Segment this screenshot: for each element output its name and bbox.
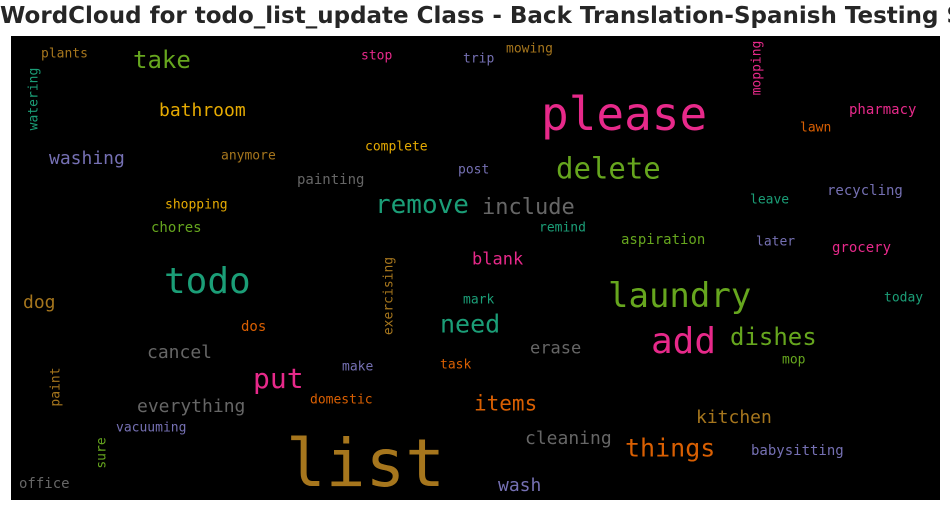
- word-paint: paint: [48, 367, 64, 407]
- word-everything: everything: [137, 396, 246, 417]
- word-wash: wash: [498, 475, 542, 496]
- word-please: please: [541, 87, 708, 141]
- word-items: items: [474, 391, 538, 416]
- word-pharmacy: pharmacy: [849, 102, 917, 118]
- word-make: make: [342, 359, 374, 375]
- word-task: task: [440, 357, 472, 373]
- word-dos: dos: [241, 319, 267, 335]
- word-include: include: [482, 195, 575, 220]
- word-list: list: [286, 425, 445, 500]
- word-sure: sure: [94, 437, 110, 469]
- word-add: add: [651, 321, 717, 362]
- word-domestic: domestic: [310, 392, 373, 408]
- word-dishes: dishes: [730, 323, 817, 351]
- word-remove: remove: [375, 190, 469, 220]
- word-exercising: exercising: [381, 256, 397, 336]
- word-shopping: shopping: [165, 197, 228, 213]
- word-mop: mop: [782, 352, 806, 368]
- word-kitchen: kitchen: [696, 407, 772, 428]
- word-remind: remind: [539, 220, 586, 236]
- word-office: office: [19, 476, 70, 492]
- word-washing: washing: [49, 148, 125, 169]
- word-trip: trip: [463, 51, 495, 67]
- word-cleaning: cleaning: [525, 428, 612, 449]
- word-todo: todo: [164, 261, 251, 302]
- word-delete: delete: [556, 151, 661, 186]
- word-bathroom: bathroom: [159, 100, 246, 121]
- word-take: take: [133, 46, 191, 74]
- word-dog: dog: [23, 292, 56, 313]
- word-today: today: [884, 290, 924, 306]
- word-mopping: mopping: [749, 40, 765, 96]
- word-erase: erase: [530, 338, 582, 359]
- word-babysitting: babysitting: [751, 443, 844, 459]
- chart-title: WordCloud for todo_list_update Class - B…: [0, 3, 950, 29]
- word-aspiration: aspiration: [621, 232, 706, 248]
- word-anymore: anymore: [221, 148, 276, 164]
- word-complete: complete: [365, 139, 428, 155]
- word-painting: painting: [297, 172, 365, 188]
- word-grocery: grocery: [832, 240, 892, 256]
- word-mark: mark: [463, 292, 495, 308]
- word-lawn: lawn: [800, 120, 832, 136]
- word-put: put: [253, 362, 304, 395]
- word-things: things: [625, 433, 716, 463]
- word-leave: leave: [750, 192, 790, 208]
- word-chores: chores: [151, 220, 202, 236]
- word-later: later: [756, 234, 796, 250]
- word-cloud: list please todo laundry add delete remo…: [11, 36, 940, 500]
- word-post: post: [458, 162, 490, 178]
- word-mowing: mowing: [506, 41, 553, 57]
- word-vacuuming: vacuuming: [116, 420, 187, 436]
- word-cancel: cancel: [147, 342, 213, 363]
- word-need: need: [440, 309, 501, 339]
- word-recycling: recycling: [827, 183, 903, 199]
- word-blank: blank: [472, 249, 524, 270]
- word-plants: plants: [41, 46, 88, 62]
- word-laundry: laundry: [608, 276, 752, 316]
- word-stop: stop: [361, 48, 393, 64]
- word-watering: watering: [26, 67, 42, 131]
